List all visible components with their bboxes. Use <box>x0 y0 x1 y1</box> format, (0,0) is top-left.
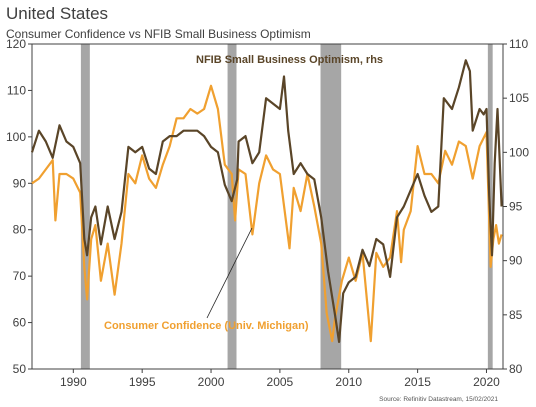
recession-band-1 <box>227 44 237 369</box>
right-tick-label: 85 <box>509 308 523 322</box>
annotations: NFIB Small Business Optimism, rhs Consum… <box>104 54 498 403</box>
recession-band-2 <box>320 44 342 369</box>
right-tick-label: 95 <box>509 200 523 214</box>
chart-title: United States <box>6 4 109 23</box>
chart-subtitle: Consumer Confidence vs NFIB Small Busine… <box>6 27 311 41</box>
x-tick-label: 1995 <box>129 375 156 389</box>
x-tick-label: 1990 <box>60 375 87 389</box>
left-tick-label: 70 <box>13 269 27 283</box>
source-note: Source: Refinitiv Datastream, 15/02/2021 <box>379 396 498 403</box>
nfib-optimism-line <box>30 59 503 343</box>
left-tick-label: 50 <box>13 362 27 376</box>
left-tick-label: 80 <box>13 223 27 237</box>
left-tick-label: 60 <box>13 316 27 330</box>
consumer-annotation: Consumer Confidence (Univ. Michigan) <box>104 320 309 332</box>
left-tick-label: 110 <box>7 83 26 97</box>
x-tick-label: 2005 <box>267 375 294 389</box>
x-tick-label: 2020 <box>473 375 500 389</box>
right-tick-label: 105 <box>509 91 529 105</box>
right-tick-label: 90 <box>509 254 523 268</box>
consumer-annotation-pointer <box>206 227 253 319</box>
x-axis-ticks: 1990 1995 2000 2005 2010 2015 2020 <box>60 369 500 389</box>
right-tick-label: 100 <box>509 145 529 159</box>
right-tick-label: 80 <box>509 362 523 376</box>
recession-band-0 <box>80 44 90 369</box>
x-tick-label: 2000 <box>198 375 225 389</box>
right-tick-label: 110 <box>509 37 528 51</box>
x-tick-label: 2010 <box>335 375 362 389</box>
left-tick-label: 100 <box>6 130 26 144</box>
series <box>30 59 503 343</box>
nfib-annotation: NFIB Small Business Optimism, rhs <box>196 54 383 66</box>
consumer-confidence-line <box>31 84 503 343</box>
left-tick-label: 90 <box>13 176 27 190</box>
x-tick-label: 2015 <box>404 375 431 389</box>
right-axis-ticks: 80 85 90 95 100 105 110 <box>503 37 529 376</box>
left-axis-ticks: 50 60 70 80 90 100 110 120 <box>6 37 32 376</box>
left-tick-label: 120 <box>6 37 26 51</box>
